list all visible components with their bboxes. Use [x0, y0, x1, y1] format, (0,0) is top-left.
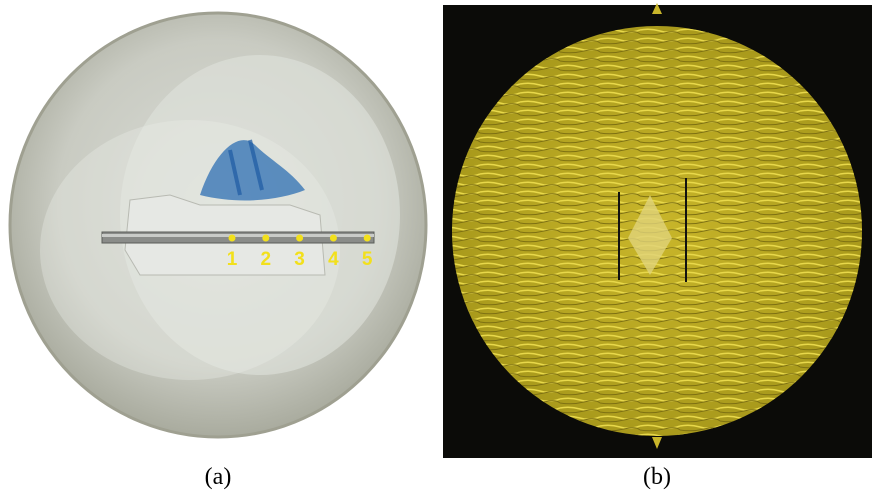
page: 12345 (a) (b) (() => { const data = JSON… — [0, 0, 872, 498]
point-dot — [296, 235, 303, 242]
photo-a — [10, 13, 426, 437]
photo-b — [443, 3, 872, 458]
point-label: 5 — [362, 249, 373, 270]
panel-label: (a) — [205, 464, 232, 490]
point-dot — [330, 235, 337, 242]
figure: 1 2 3 4 5 (a) (b) — [0, 0, 872, 498]
point-dot — [262, 235, 269, 242]
point-dot — [229, 235, 236, 242]
point-label: 1 — [227, 249, 238, 270]
point-label: 3 — [294, 249, 305, 270]
point-label: 4 — [328, 249, 339, 270]
point-dot — [364, 235, 371, 242]
panel-label: (b) — [643, 464, 671, 490]
point-label: 2 — [261, 249, 272, 270]
